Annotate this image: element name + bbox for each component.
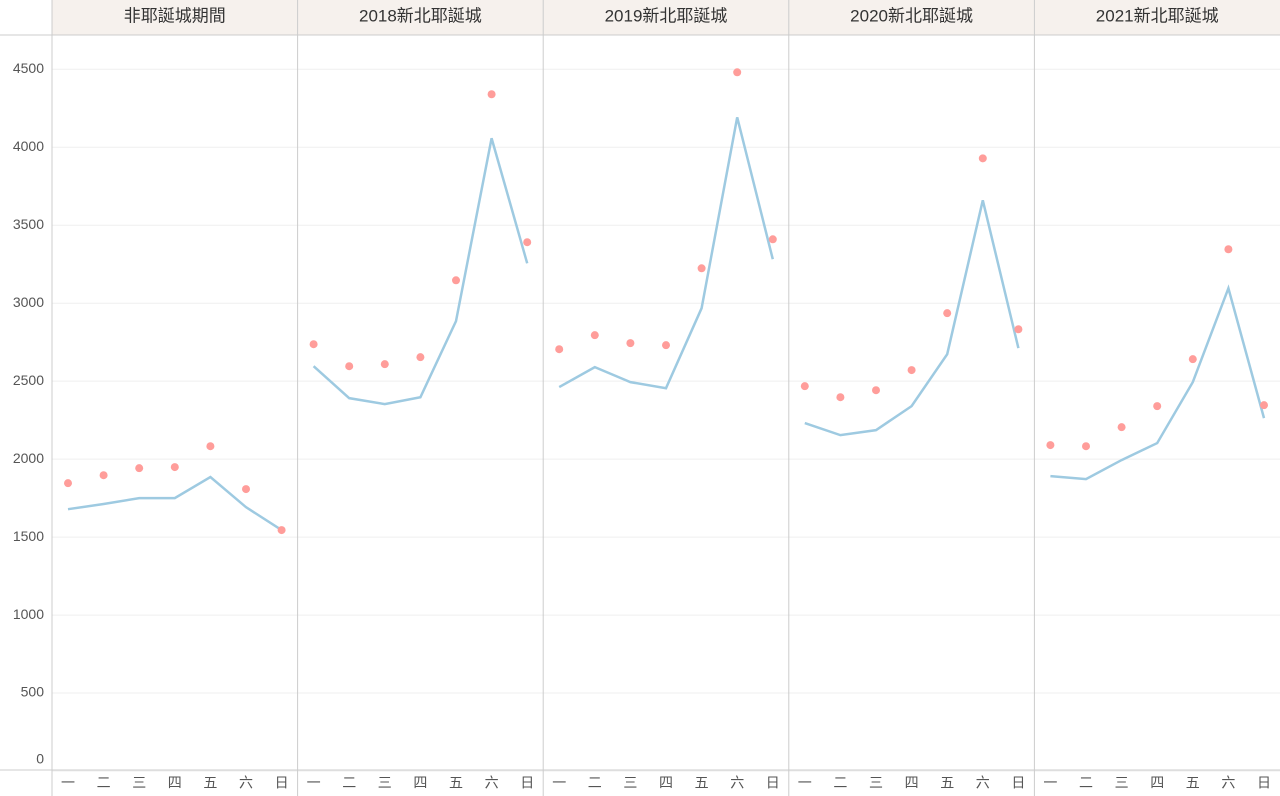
x-tick-label: 四	[413, 775, 427, 791]
dot	[697, 264, 706, 273]
line	[558, 117, 775, 390]
x-tick-label: 三	[378, 775, 392, 791]
x-tick-label: 四	[659, 775, 673, 791]
x-tick-label: 二	[97, 775, 111, 791]
line	[1050, 284, 1266, 481]
x-tick-label: 四	[1150, 775, 1164, 791]
dot	[523, 238, 532, 247]
y-tick-label: 1500	[13, 528, 44, 544]
x-tick-label: 二	[588, 775, 602, 791]
dot	[768, 235, 777, 244]
header-band	[52, 0, 1280, 35]
dot	[380, 360, 389, 369]
x-tick-label: 四	[905, 775, 919, 791]
dot	[99, 471, 108, 480]
panel-title: 非耶誕城期間	[124, 6, 226, 25]
dot	[1117, 423, 1126, 432]
y-tick-label: 0	[36, 751, 44, 767]
dot	[1188, 355, 1197, 364]
x-tick-label: 五	[449, 775, 463, 791]
dot	[626, 339, 635, 348]
x-tick-label: 二	[342, 775, 356, 791]
panel-title: 2020新北耶誕城	[850, 6, 973, 25]
dot	[242, 485, 250, 494]
panel-title: 2021新北耶誕城	[1096, 6, 1219, 25]
dot	[277, 526, 286, 535]
dot	[309, 340, 318, 349]
dot	[872, 386, 880, 395]
y-tick-label: 2500	[13, 372, 44, 388]
dot	[1014, 325, 1023, 334]
line	[67, 475, 283, 532]
x-tick-label: 六	[239, 775, 253, 791]
x-tick-label: 四	[168, 775, 182, 791]
y-tick-label: 4000	[13, 138, 44, 154]
x-tick-label: 六	[1221, 775, 1235, 791]
x-tick-label: 一	[552, 775, 566, 791]
dot	[943, 309, 952, 318]
x-tick-label: 五	[695, 775, 709, 791]
x-tick-label: 三	[623, 775, 637, 791]
dot	[907, 366, 916, 375]
dot	[662, 341, 670, 350]
x-tick-label: 六	[976, 775, 990, 791]
x-tick-label: 日	[520, 775, 534, 791]
x-tick-label: 三	[132, 775, 146, 791]
x-tick-label: 五	[1186, 775, 1200, 791]
x-tick-label: 一	[307, 775, 321, 791]
dot	[135, 464, 144, 473]
x-tick-label: 三	[869, 775, 883, 791]
dot	[1260, 401, 1268, 410]
x-tick-label: 日	[766, 775, 780, 791]
dot	[1224, 245, 1233, 254]
y-tick-label: 4500	[13, 60, 44, 76]
x-tick-label: 二	[833, 775, 847, 791]
x-tick-label: 六	[730, 775, 744, 791]
panel-title: 2019新北耶誕城	[605, 6, 728, 25]
dot	[416, 353, 425, 362]
x-tick-label: 日	[1011, 775, 1025, 791]
dot	[733, 68, 742, 77]
dot	[487, 90, 496, 99]
y-tick-label: 3500	[13, 216, 44, 232]
y-tick-label: 2000	[13, 450, 44, 466]
dot	[800, 382, 809, 391]
x-tick-label: 一	[1043, 775, 1057, 791]
panel-title: 2018新北耶誕城	[359, 6, 482, 25]
x-tick-label: 二	[1079, 775, 1093, 791]
dot	[836, 393, 845, 402]
x-tick-label: 五	[940, 775, 954, 791]
line	[804, 199, 1020, 437]
dot	[590, 331, 599, 340]
dot	[452, 276, 460, 285]
dot	[555, 345, 564, 354]
y-tick-label: 1000	[13, 606, 44, 622]
line	[312, 137, 529, 406]
dot	[345, 362, 354, 371]
y-tick-label: 3000	[13, 294, 44, 310]
dot	[206, 442, 215, 451]
x-tick-label: 一	[798, 775, 812, 791]
dot	[64, 479, 72, 488]
dot	[1046, 441, 1055, 450]
x-tick-label: 一	[61, 775, 75, 791]
x-tick-label: 日	[1257, 775, 1271, 791]
y-tick-label: 500	[21, 684, 45, 700]
x-tick-label: 六	[485, 775, 499, 791]
x-tick-label: 日	[275, 775, 289, 791]
dot	[1082, 442, 1090, 451]
dot	[170, 463, 179, 472]
dot	[978, 154, 987, 163]
x-tick-label: 三	[1115, 775, 1129, 791]
dot	[1153, 402, 1162, 411]
x-tick-label: 五	[203, 775, 217, 791]
